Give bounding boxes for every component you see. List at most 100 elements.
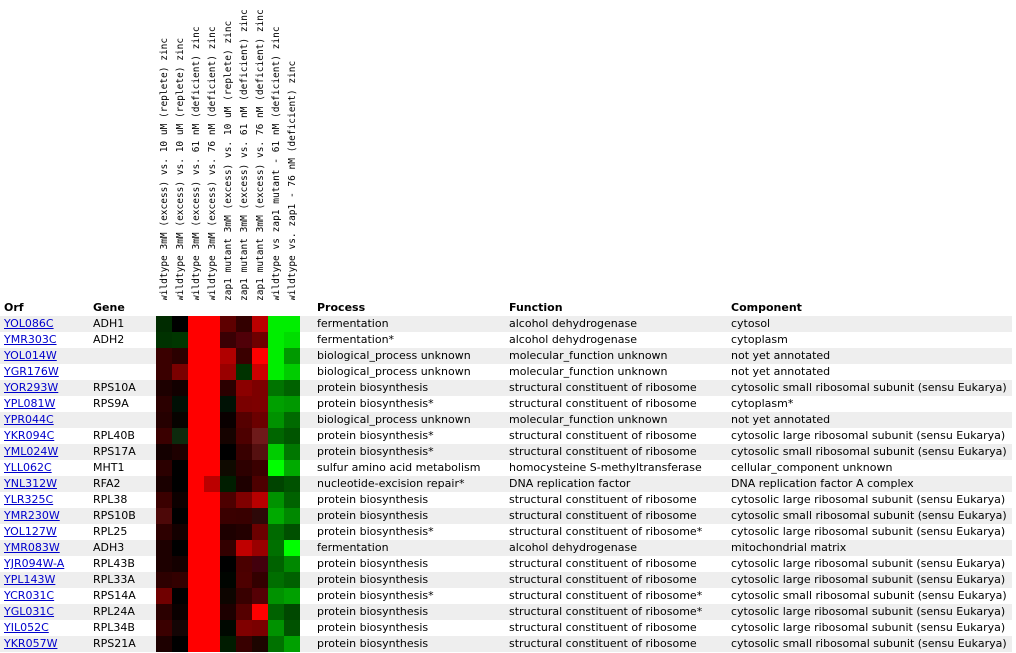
heatmap-cell: [220, 636, 236, 652]
heatmap-cell: [236, 572, 252, 588]
orf-link[interactable]: YOL086C: [4, 317, 54, 330]
heatmap-cell: [204, 316, 220, 332]
orf-link[interactable]: YOL014W: [4, 349, 57, 362]
table-row: YPL143W RPL33A protein biosynthesis structu…: [0, 572, 1012, 588]
heatmap-cell: [204, 348, 220, 364]
heatmap-cell: [156, 476, 172, 492]
heatmap-cell: [204, 364, 220, 380]
heatmap-cell: [156, 556, 172, 572]
heatmap-cell: [156, 620, 172, 636]
component-annotation: not yet annotated: [731, 365, 831, 378]
heatmap-cell: [252, 540, 268, 556]
orf-link[interactable]: YGR176W: [4, 365, 59, 378]
orf-link[interactable]: YLL062C: [4, 461, 52, 474]
heatmap-cell: [236, 460, 252, 476]
heatmap-cell: [204, 396, 220, 412]
heatmap-cell: [156, 332, 172, 348]
heatmap-cell: [268, 332, 284, 348]
heatmap-cell: [236, 620, 252, 636]
component-annotation: cellular_component unknown: [731, 461, 893, 474]
heatmap-cell: [188, 556, 204, 572]
heatmap-cell: [204, 620, 220, 636]
heatmap-cell: [268, 556, 284, 572]
gene-name: RPL43B: [93, 557, 135, 570]
process-annotation: protein biosynthesis*: [317, 397, 434, 410]
orf-link[interactable]: YKR094C: [4, 429, 55, 442]
heatmap-cell: [236, 316, 252, 332]
heatmap-cell: [204, 556, 220, 572]
heatmap-cell: [188, 540, 204, 556]
gene-name: RPS14A: [93, 589, 136, 602]
heatmap-cell: [236, 508, 252, 524]
orf-link[interactable]: YNL312W: [4, 477, 57, 490]
heatmap-cell: [204, 636, 220, 652]
column-header-process: Process: [317, 301, 366, 314]
heatmap-cell: [156, 444, 172, 460]
orf-link[interactable]: YMR083W: [4, 541, 60, 554]
function-annotation: structural constituent of ribosome: [509, 573, 697, 586]
condition-labels: wildtype 3mM (excess) vs. 10 uM (replete…: [0, 0, 1016, 302]
orf-link[interactable]: YJR094W-A: [4, 557, 65, 570]
orf-link[interactable]: YLR325C: [4, 493, 54, 506]
heatmap-cell: [156, 492, 172, 508]
orf-link[interactable]: YKR057W: [4, 637, 58, 650]
function-annotation: structural constituent of ribosome*: [509, 525, 703, 538]
heatmap-cell: [172, 348, 188, 364]
orf-link[interactable]: YPL143W: [4, 573, 56, 586]
heatmap-cell: [188, 524, 204, 540]
heatmap-cell: [156, 588, 172, 604]
orf-link[interactable]: YPR044C: [4, 413, 54, 426]
heatmap-cell: [172, 396, 188, 412]
orf-link[interactable]: YOR293W: [4, 381, 59, 394]
heatmap-cell: [252, 412, 268, 428]
orf-link[interactable]: YMR303C: [4, 333, 57, 346]
heatmap-cell: [252, 588, 268, 604]
component-annotation: not yet annotated: [731, 413, 831, 426]
orf-link[interactable]: YIL052C: [4, 621, 49, 634]
heatmap-cell: [268, 636, 284, 652]
heatmap-cell: [268, 444, 284, 460]
gene-name: ADH1: [93, 317, 125, 330]
gene-name: RPS10B: [93, 509, 136, 522]
condition-label: wildtype vs zap1 mutant - 61 nM (deficie…: [271, 26, 282, 301]
heatmap-cell: [268, 588, 284, 604]
orf-link[interactable]: YOL127W: [4, 525, 57, 538]
function-annotation: structural constituent of ribosome: [509, 445, 697, 458]
process-annotation: fermentation*: [317, 333, 395, 346]
heatmap-cell: [172, 444, 188, 460]
heatmap-cell: [172, 572, 188, 588]
orf-link[interactable]: YGL031C: [4, 605, 55, 618]
orf-link[interactable]: YMR230W: [4, 509, 60, 522]
table-row: YMR083W ADH3 fermentation alcohol dehydroge…: [0, 540, 1012, 556]
process-annotation: protein biosynthesis: [317, 573, 429, 586]
condition-label: zap1 mutant 3mM (excess) vs. 61 nM (defi…: [239, 9, 250, 301]
gene-name: RPL25: [93, 525, 128, 538]
condition-label: wildtype 3mM (excess) vs. 76 nM (deficie…: [207, 26, 218, 301]
heatmap-cell: [220, 588, 236, 604]
component-annotation: not yet annotated: [731, 349, 831, 362]
gene-name: RPL24A: [93, 605, 135, 618]
heatmap-cell: [252, 636, 268, 652]
orf-link[interactable]: YPL081W: [4, 397, 56, 410]
heatmap-cell: [236, 332, 252, 348]
component-annotation: cytoplasm: [731, 333, 788, 346]
component-annotation: cytoplasm*: [731, 397, 794, 410]
process-annotation: protein biosynthesis*: [317, 445, 434, 458]
orf-link[interactable]: YCR031C: [4, 589, 55, 602]
heatmap-cell: [268, 396, 284, 412]
heatmap-cell: [220, 332, 236, 348]
heatmap-cell: [284, 540, 300, 556]
orf-link[interactable]: YML024W: [4, 445, 59, 458]
heatmap-cell: [188, 348, 204, 364]
heatmap-cell: [220, 316, 236, 332]
heatmap-cell: [268, 508, 284, 524]
process-annotation: protein biosynthesis: [317, 493, 429, 506]
heatmap-cell: [204, 524, 220, 540]
heatmap-cell: [204, 444, 220, 460]
component-annotation: cytosolic large ribosomal subunit (sensu…: [731, 573, 1006, 586]
heatmap-cell: [156, 316, 172, 332]
heatmap-cell: [284, 316, 300, 332]
gene-name: ADH2: [93, 333, 125, 346]
function-annotation: structural constituent of ribosome: [509, 493, 697, 506]
component-annotation: cytosolic large ribosomal subunit (sensu…: [731, 429, 1006, 442]
